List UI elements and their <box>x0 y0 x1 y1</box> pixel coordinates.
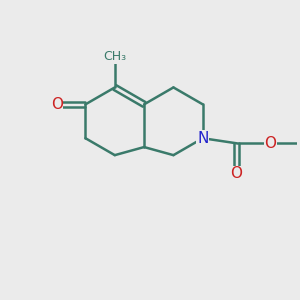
Text: O: O <box>231 166 243 181</box>
Text: N: N <box>197 131 208 146</box>
Text: O: O <box>265 136 277 151</box>
Text: CH₃: CH₃ <box>103 50 126 64</box>
Text: O: O <box>51 97 63 112</box>
